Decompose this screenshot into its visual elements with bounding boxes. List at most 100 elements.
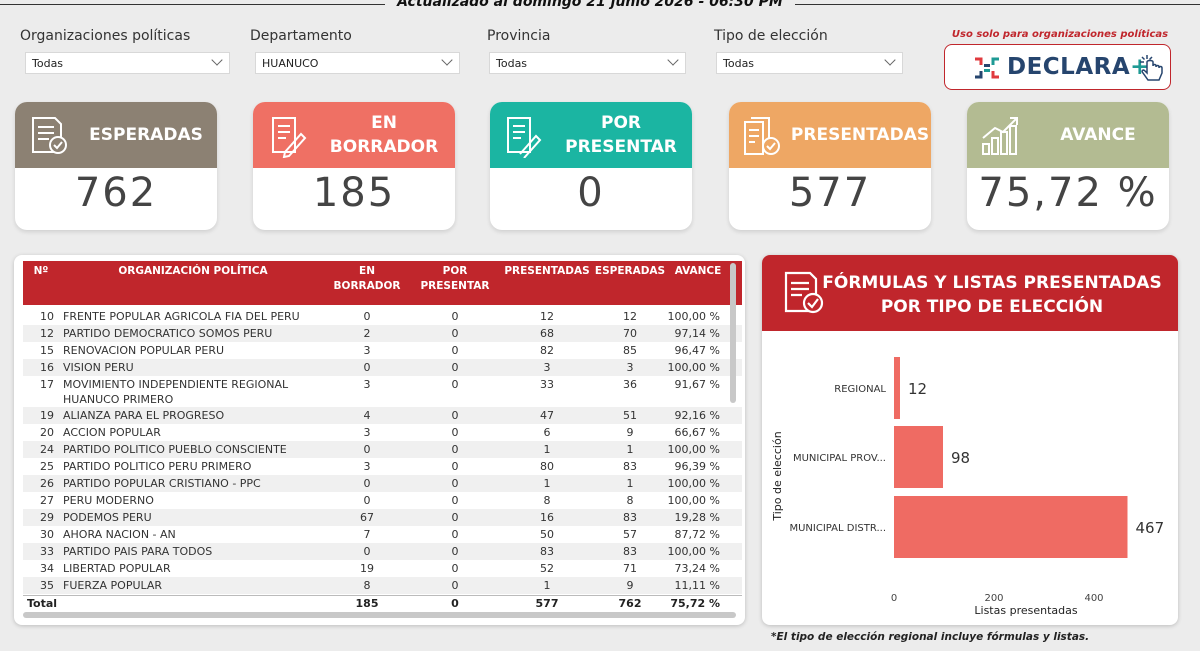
table-vertical-scrollbar[interactable] [730, 263, 736, 403]
table-row[interactable]: 10 FRENTE POPULAR AGRICOLA FIA DEL PERU 0 0… [23, 308, 742, 325]
card-avance: AVANCE 75,72 % [967, 102, 1169, 230]
card-title: PRESENTADAS [790, 125, 930, 145]
col-borrador[interactable]: EN BORRADOR [333, 265, 401, 292]
filter-provincia: Provincia Todas [487, 28, 697, 74]
total-por-presentar: 0 [451, 597, 459, 610]
row-esperadas: 70 [623, 327, 637, 340]
row-presentadas: 16 [540, 511, 554, 524]
row-num: 15 [40, 344, 54, 357]
row-org: PARTIDO POPULAR CRISTIANO - PPC [63, 477, 261, 490]
row-num: 35 [40, 579, 54, 592]
row-avance: 87,72 % [674, 528, 720, 541]
row-presentadas: 68 [540, 327, 554, 340]
declara-brand: DECLARA+ [1007, 54, 1150, 80]
table-horizontal-scrollbar[interactable] [23, 612, 736, 618]
row-esperadas: 9 [626, 579, 634, 592]
row-num: 16 [40, 361, 54, 374]
header-line-left [0, 4, 385, 5]
row-esperadas: 83 [623, 545, 637, 558]
tipo-eleccion-select[interactable]: Todas [716, 52, 903, 74]
header-line-right [795, 4, 1200, 5]
col-por-presentar[interactable]: POR PRESENTAR [420, 265, 490, 292]
row-num: 17 [40, 378, 54, 391]
provincia-select[interactable]: Todas [489, 52, 686, 74]
category-label: REGIONAL [834, 384, 886, 395]
row-por-presentar: 0 [451, 579, 459, 592]
table-row[interactable]: 17 MOVIMIENTO INDEPENDIENTE REGIONAL HUAN… [23, 376, 742, 407]
row-org: FUERZA POPULAR [63, 579, 163, 592]
declara-button[interactable]: DECLARA+ [944, 44, 1171, 90]
card-title: ESPERADAS [89, 125, 203, 145]
row-esperadas: 51 [623, 409, 637, 422]
card-header: ESPERADAS [15, 102, 217, 168]
col-presentadas[interactable]: PRESENTADAS [504, 265, 590, 277]
row-por-presentar: 0 [451, 545, 459, 558]
table-row[interactable]: 33 PARTIDO PAIS PARA TODOS 0 0 83 83 100,00 % [23, 543, 742, 560]
row-avance: 73,24 % [674, 562, 720, 575]
row-esperadas: 83 [623, 511, 637, 524]
row-org: PARTIDO POLITICO PERU PRIMERO [63, 460, 252, 473]
col-esperadas[interactable]: ESPERADAS [594, 265, 666, 277]
row-num: 26 [40, 477, 54, 490]
row-esperadas: 57 [623, 528, 637, 541]
col-org[interactable]: ORGANIZACIÓN POLÍTICA [118, 265, 268, 277]
row-por-presentar: 0 [451, 477, 459, 490]
row-avance: 19,28 % [674, 511, 720, 524]
document-check-icon [32, 117, 67, 154]
row-org: AHORA NACION - AN [63, 528, 176, 541]
table-row[interactable]: 26 PARTIDO POPULAR CRISTIANO - PPC 0 0 1 1 100… [23, 475, 742, 492]
table-row[interactable]: 30 AHORA NACION - AN 7 0 50 57 87,72 % [23, 526, 742, 543]
card-value: 577 [788, 170, 872, 216]
row-avance: 100,00 % [667, 545, 720, 558]
row-borrador: 0 [363, 477, 371, 490]
table-row[interactable]: 20 ACCION POPULAR 3 0 6 9 66,67 % [23, 424, 742, 441]
x-tick-label: 0 [891, 593, 897, 604]
table-row[interactable]: 34 LIBERTAD POPULAR 19 0 52 71 73,24 % [23, 560, 742, 577]
card-value: 185 [312, 170, 396, 216]
col-avance[interactable]: AVANCE [674, 265, 722, 277]
chevron-down-icon [211, 54, 223, 66]
row-org: PODEMOS PERU [63, 511, 152, 524]
bar-value-label: 467 [1136, 519, 1165, 537]
row-num: 10 [40, 310, 54, 323]
table-row[interactable]: 16 VISION PERU 0 0 3 3 100,00 % [23, 359, 742, 376]
document-pen-icon [507, 117, 542, 158]
row-presentadas: 83 [540, 545, 554, 558]
row-esperadas: 12 [623, 310, 637, 323]
row-por-presentar: 0 [451, 460, 459, 473]
table-body: 10 FRENTE POPULAR AGRICOLA FIA DEL PERU 0 0… [23, 308, 742, 594]
table-row[interactable]: 24 PARTIDO POLITICO PUEBLO CONSCIENTE 0 0 1 1… [23, 441, 742, 458]
row-borrador: 0 [363, 494, 371, 507]
x-tick-label: 400 [1084, 593, 1103, 604]
table-row[interactable]: 29 PODEMOS PERU 67 0 16 83 19,28 % [23, 509, 742, 526]
departamento-select[interactable]: HUANUCO [255, 52, 460, 74]
col-num[interactable]: Nº [33, 265, 49, 277]
row-presentadas: 33 [540, 378, 554, 391]
bar-chart: 12 REGIONAL 98 MUNICIPAL PROV... 467 MUNICIPA… [771, 357, 1165, 617]
bar-2 [894, 496, 1128, 558]
table-row[interactable]: 25 PARTIDO POLITICO PERU PRIMERO 3 0 80 83 96,… [23, 458, 742, 475]
chart-title: FÓRMULAS Y LISTAS PRESENTADAS POR TIPO D… [822, 273, 1162, 317]
row-borrador: 3 [363, 426, 371, 439]
row-avance: 11,11 % [674, 579, 720, 592]
chevron-down-icon [441, 54, 453, 66]
table-row[interactable]: 27 PERU MODERNO 0 0 8 8 100,00 % [23, 492, 742, 509]
table-row[interactable]: 19 ALIANZA PARA EL PROGRESO 4 0 47 51 92,16 % [23, 407, 742, 424]
filter-departamento: Departamento HUANUCO [250, 28, 460, 74]
row-borrador: 3 [363, 460, 371, 473]
x-tick-label: 200 [984, 593, 1003, 604]
x-axis-label: Listas presentadas [974, 604, 1077, 617]
filter-organizaciones: Organizaciones políticas Todas [20, 28, 230, 74]
row-org: VISION PERU [63, 361, 134, 374]
row-borrador: 0 [363, 545, 371, 558]
row-num: 27 [40, 494, 54, 507]
select-value: Todas [723, 57, 755, 70]
row-org: ALIANZA PARA EL PROGRESO [63, 409, 225, 422]
organizaciones-select[interactable]: Todas [25, 52, 230, 74]
row-borrador: 2 [363, 327, 371, 340]
row-avance: 96,39 % [674, 460, 720, 473]
row-presentadas: 6 [543, 426, 551, 439]
table-row[interactable]: 12 PARTIDO DEMOCRATICO SOMOS PERU 2 0 68 70 97… [23, 325, 742, 342]
table-row[interactable]: 35 FUERZA POPULAR 8 0 1 9 11,11 % [23, 577, 742, 594]
table-row[interactable]: 15 RENOVACION POPULAR PERU 3 0 82 85 96,47 % [23, 342, 742, 359]
